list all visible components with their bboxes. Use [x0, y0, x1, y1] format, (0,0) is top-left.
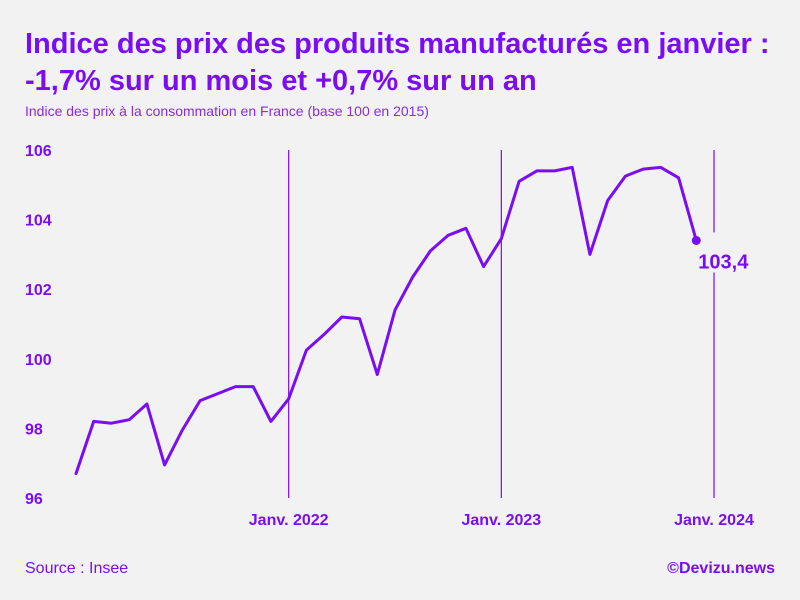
y-tick-label: 102 — [25, 282, 52, 299]
credit-note: ©Devizu.news — [667, 560, 775, 577]
y-tick-label: 104 — [25, 213, 52, 230]
x-tick-label: Janv. 2023 — [461, 512, 541, 529]
last-value-marker — [691, 235, 701, 245]
x-axis-ticks: Janv. 2022 Janv. 2023 Janv. 2024 — [249, 512, 754, 529]
y-tick-label: 98 — [25, 421, 43, 438]
last-value-label: 103,4 — [698, 251, 749, 273]
x-tick-label: Janv. 2024 — [674, 512, 754, 529]
y-axis-ticks: 96 98 100 102 104 106 — [25, 143, 52, 508]
source-note: Source : Insee — [25, 560, 129, 577]
chart-subtitle: Indice des prix à la consommation en Fra… — [25, 103, 429, 119]
series-line — [74, 165, 698, 476]
chart-title-line2: -1,7% sur un mois et +0,7% sur un an — [25, 65, 537, 97]
y-tick-label: 96 — [25, 491, 43, 508]
chart-title: Indice des prix des produits manufacturé… — [25, 26, 785, 100]
x-tick-label: Janv. 2022 — [249, 512, 329, 529]
y-tick-label: 106 — [25, 143, 52, 160]
y-tick-label: 100 — [25, 352, 52, 369]
chart-title-line1: Indice des prix des produits manufacturé… — [25, 28, 770, 60]
data-points — [75, 167, 697, 474]
grid-lines — [288, 150, 715, 498]
